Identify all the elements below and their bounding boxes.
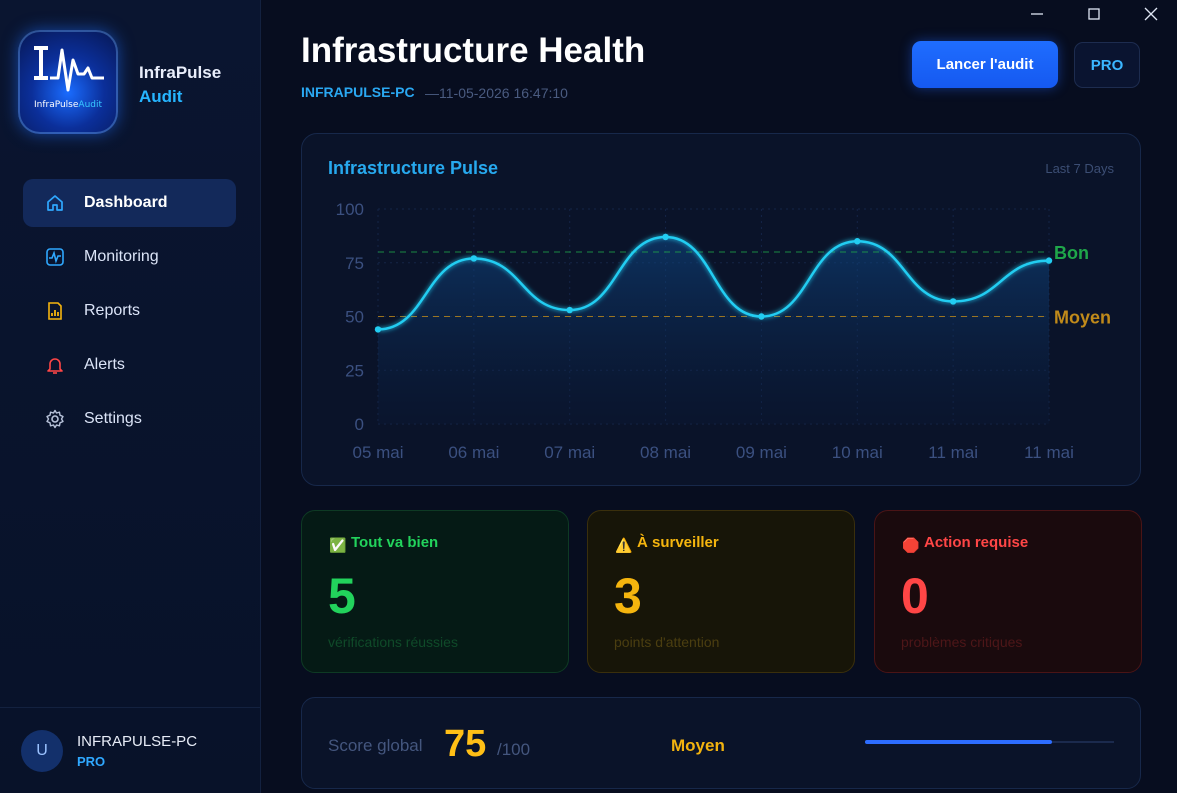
home-icon xyxy=(47,195,63,211)
stat-card-critical: 🛑 Action requise 0 problèmes critiques xyxy=(874,510,1142,673)
sidebar-item-label: Dashboard xyxy=(84,194,168,211)
logo-text-main: InfraPulse xyxy=(33,100,79,110)
gear-icon xyxy=(46,409,64,429)
host-name: INFRAPULSE-PC xyxy=(301,84,415,100)
y-tick-label: 25 xyxy=(345,361,364,380)
chart-range: Last 7 Days xyxy=(1045,161,1114,176)
data-point xyxy=(566,306,573,314)
stat-value: 3 xyxy=(614,568,642,624)
sidebar: InfraPulseAudit InfraPulse Audit Dashboa… xyxy=(0,0,261,793)
sidebar-item-monitoring[interactable]: Monitoring xyxy=(23,233,236,281)
sidebar-item-label: Monitoring xyxy=(84,248,159,265)
series-area xyxy=(378,236,1049,424)
data-point xyxy=(1045,257,1053,264)
y-tick-label: 0 xyxy=(355,415,364,434)
pro-button[interactable]: PRO xyxy=(1074,42,1140,88)
brand-name: InfraPulse xyxy=(139,63,222,82)
x-tick-label: 09 mai xyxy=(736,443,787,462)
x-tick-label: 11 mai xyxy=(1024,443,1074,462)
score-level: Moyen xyxy=(671,736,725,755)
series-line xyxy=(377,235,1050,331)
x-tick-label: 07 mai xyxy=(544,443,595,462)
data-point xyxy=(854,238,861,245)
check-icon: ✅ xyxy=(329,537,347,553)
stat-caption: vérifications réussies xyxy=(328,634,458,650)
stop-icon: 🛑 xyxy=(902,537,920,553)
x-tick-label: 08 mai xyxy=(640,443,691,462)
user-footer[interactable]: U INFRAPULSE-PC PRO xyxy=(0,707,260,793)
y-tick-label: 75 xyxy=(345,254,364,273)
stat-value: 0 xyxy=(901,568,929,624)
logo-caption: InfraPulseAudit xyxy=(18,100,118,110)
warning-icon: ⚠️ xyxy=(615,537,633,553)
score-max: /100 xyxy=(497,740,531,759)
stat-card-warning: ⚠️ À surveiller 3 points d'attention xyxy=(587,510,855,673)
timestamp: —11-05-2026 16:47:10 xyxy=(425,85,568,101)
sidebar-item-settings[interactable]: Settings xyxy=(23,395,236,443)
reference-label: Moyen xyxy=(1054,308,1111,328)
launch-audit-button[interactable]: Lancer l'audit xyxy=(912,41,1058,88)
logo-text-accent: Audit xyxy=(78,100,103,110)
stat-label: ✅ Tout va bien xyxy=(329,534,438,553)
sidebar-item-dashboard[interactable]: Dashboard xyxy=(23,179,236,227)
avatar: U xyxy=(21,730,63,772)
stat-label-text: Tout va bien xyxy=(351,534,439,551)
stat-label-text: À surveiller xyxy=(637,534,719,551)
app-logo: InfraPulseAudit xyxy=(18,30,118,134)
stat-label: 🛑 Action requise xyxy=(902,534,1028,553)
score-label: Score global xyxy=(328,736,423,755)
sidebar-item-label: Reports xyxy=(84,302,141,319)
bell-icon xyxy=(47,358,63,374)
report-icon xyxy=(48,302,62,320)
sidebar-item-label: Alerts xyxy=(84,356,125,373)
data-point xyxy=(374,326,382,333)
pulse-chart-card: Infrastructure Pulse Last 7 Days 0 25 50 75… xyxy=(301,133,1141,486)
stat-card-ok: ✅ Tout va bien 5 vérifications réussies xyxy=(301,510,569,673)
x-tick-label: 11 mai xyxy=(928,443,978,462)
stat-caption: points d'attention xyxy=(614,634,720,650)
stat-caption: problèmes critiques xyxy=(901,634,1023,650)
close-icon[interactable] xyxy=(1141,4,1161,24)
y-tick-label: 50 xyxy=(345,308,364,327)
user-name: INFRAPULSE-PC xyxy=(77,733,198,750)
data-point xyxy=(470,255,478,262)
x-tick-label: 06 mai xyxy=(448,443,499,462)
stat-label: ⚠️ À surveiller xyxy=(615,534,719,553)
x-tick-label: 05 mai xyxy=(352,443,403,462)
user-plan: PRO xyxy=(77,754,106,769)
sidebar-item-alerts[interactable]: Alerts xyxy=(23,341,236,389)
minimize-icon[interactable] xyxy=(1027,4,1047,24)
brand-suffix: Audit xyxy=(139,87,183,106)
score-progress-fill xyxy=(865,740,1052,744)
y-tick-label: 100 xyxy=(336,200,364,219)
score-progress-track xyxy=(865,740,1114,744)
page-title: Infrastructure Health xyxy=(301,31,646,70)
stat-label-text: Action requise xyxy=(924,534,1029,551)
sidebar-item-label: Settings xyxy=(84,410,142,427)
reference-label: Bon xyxy=(1054,243,1089,263)
score-value: 75 xyxy=(444,723,487,765)
maximize-icon[interactable] xyxy=(1084,4,1104,24)
stat-value: 5 xyxy=(328,568,356,624)
pulse-logo-icon xyxy=(34,46,104,92)
sidebar-item-reports[interactable]: Reports xyxy=(23,287,236,335)
pulse-icon xyxy=(46,248,64,266)
x-tick-label: 10 mai xyxy=(832,443,883,462)
chart-title: Infrastructure Pulse xyxy=(328,158,499,178)
data-point xyxy=(949,298,957,305)
data-point xyxy=(758,313,765,320)
pulse-chart: 0 25 50 75 100 05 mai 06 mai 07 mai 08 mai 09 mai… xyxy=(336,200,1111,462)
global-score-card: Score global 75 /100 Moyen xyxy=(301,697,1141,789)
data-point xyxy=(662,233,669,241)
